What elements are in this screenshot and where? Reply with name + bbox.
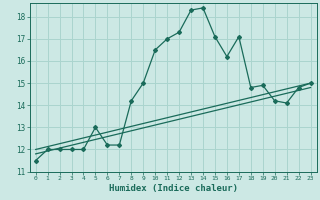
X-axis label: Humidex (Indice chaleur): Humidex (Indice chaleur) (108, 184, 238, 193)
